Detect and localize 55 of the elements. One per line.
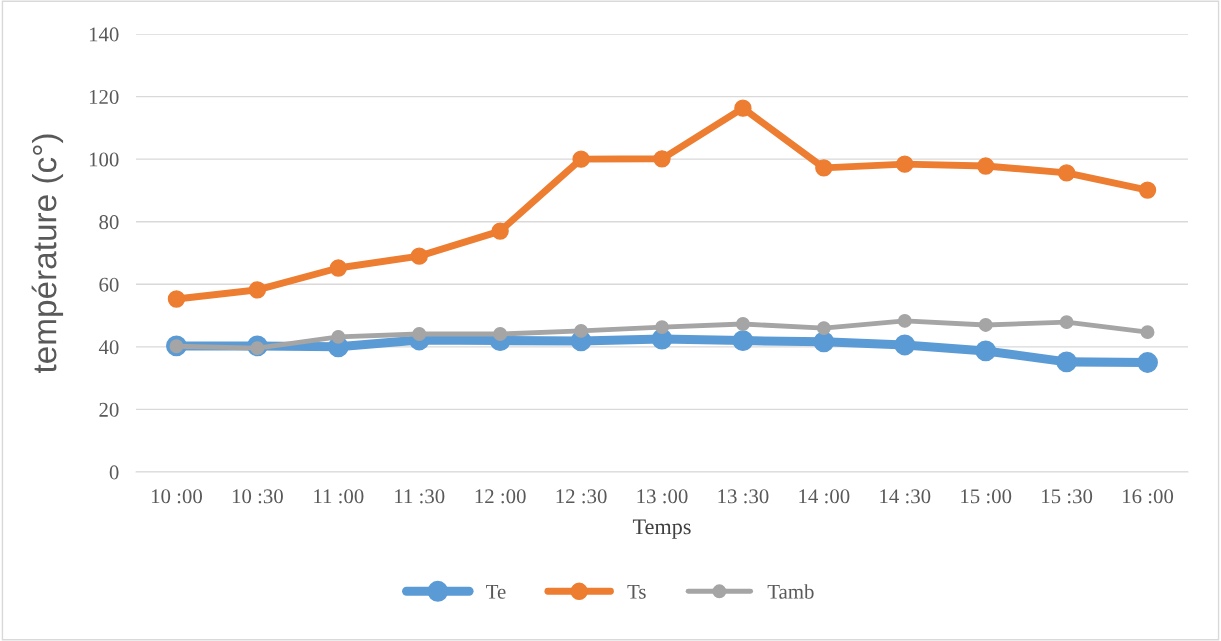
- x-tick-label: 11 :00: [314, 489, 364, 504]
- point: [491, 222, 509, 240]
- y-tick-label: 0: [109, 465, 119, 480]
- y-tick-label: 80: [99, 215, 119, 230]
- x-tick-label: 11 :30: [395, 489, 445, 504]
- legend-label: Te: [486, 584, 506, 599]
- point: [572, 150, 590, 168]
- point: [167, 290, 186, 308]
- point: [897, 313, 912, 328]
- point: [975, 340, 997, 362]
- point: [1140, 325, 1155, 340]
- x-tick-label: 13 :30: [718, 489, 769, 504]
- point: [815, 159, 833, 177]
- point: [493, 327, 508, 341]
- x-tick-label: 14 :30: [880, 489, 931, 504]
- point: [896, 155, 914, 173]
- x-tick-label: 13 :00: [637, 489, 688, 504]
- point: [977, 157, 995, 175]
- y-tick-label: 60: [99, 277, 119, 292]
- legend-label: Ts: [627, 584, 646, 599]
- y-tick-label: 140: [89, 27, 119, 42]
- point: [1056, 351, 1078, 373]
- x-tick-label: 15 :30: [1042, 489, 1093, 504]
- point: [813, 331, 835, 353]
- point: [1059, 315, 1074, 330]
- y-tick-label: 20: [99, 402, 119, 417]
- point: [1137, 352, 1158, 373]
- x-tick-label: 16 :00: [1123, 489, 1174, 504]
- point: [816, 321, 831, 336]
- point: [410, 247, 428, 265]
- point: [1057, 164, 1076, 182]
- point: [653, 150, 671, 168]
- x-tick-label: 12 :30: [556, 489, 607, 504]
- x-tick-label: 10 :30: [232, 489, 283, 504]
- x-tick-label: 14 :00: [799, 489, 850, 504]
- point: [248, 281, 267, 299]
- x-tick-label: 12 :00: [475, 489, 526, 504]
- point: [1138, 181, 1157, 199]
- point: [894, 334, 916, 356]
- point: [735, 317, 750, 331]
- y-axis-title: température (c°): [31, 134, 64, 374]
- point: [734, 99, 752, 117]
- point: [329, 259, 347, 277]
- x-axis-title: Temps: [632, 519, 691, 539]
- y-tick-label: 40: [98, 340, 119, 355]
- point: [655, 320, 669, 335]
- y-tick-label: 120: [89, 89, 119, 104]
- point: [331, 329, 346, 344]
- legend-label: Tamb: [767, 584, 814, 599]
- x-tick-label: 15 :00: [961, 489, 1012, 504]
- point: [732, 330, 754, 352]
- point: [978, 318, 993, 332]
- x-tick-label: 10 :00: [151, 489, 202, 504]
- y-tick-label: 100: [89, 152, 119, 167]
- point: [574, 323, 589, 338]
